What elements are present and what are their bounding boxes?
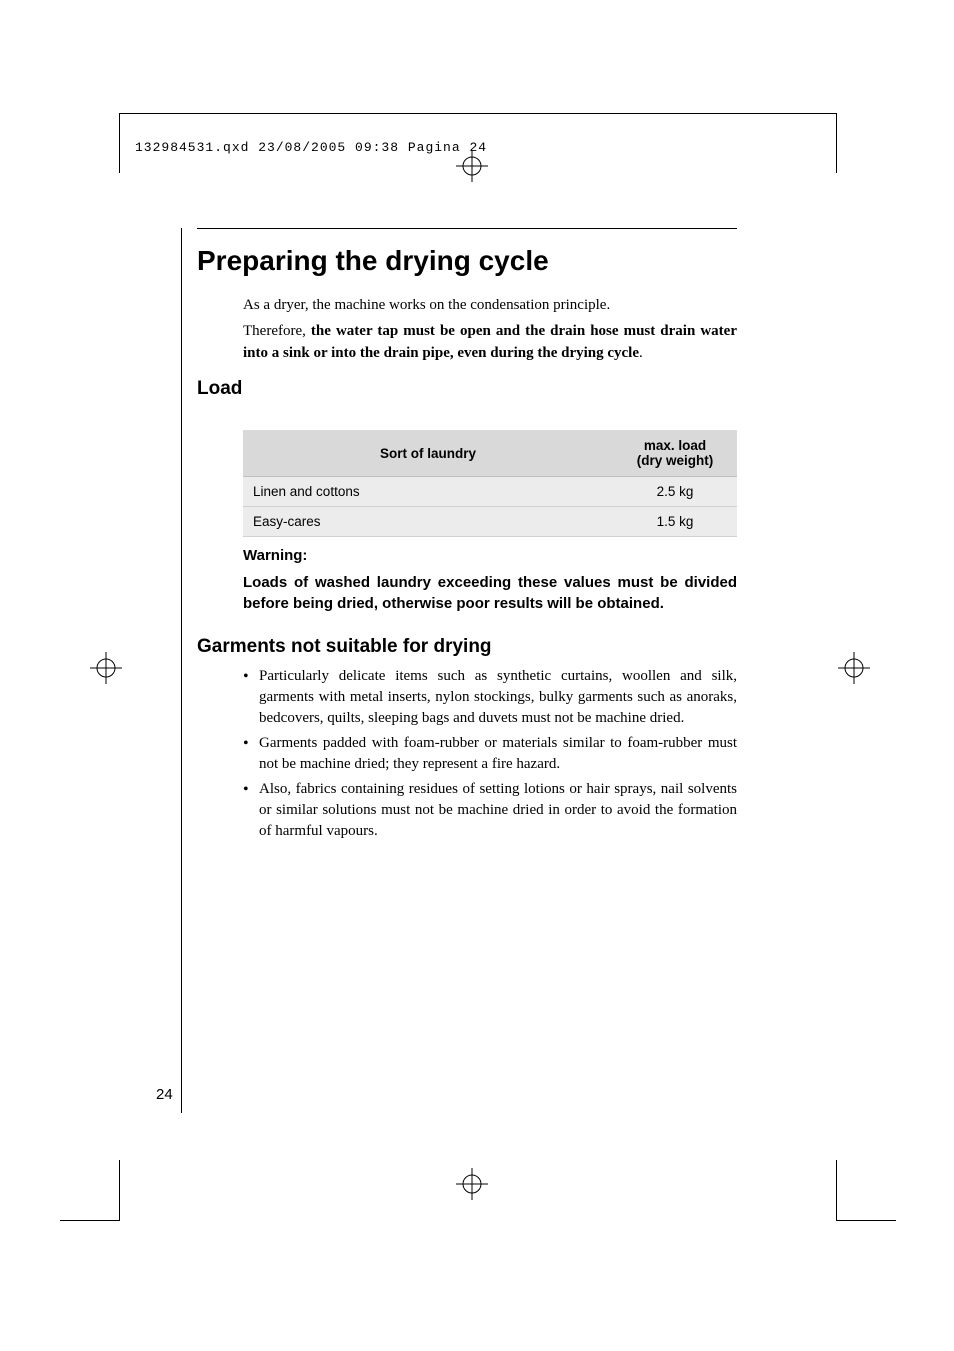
list-item: Garments padded with foam-rubber or mate… xyxy=(243,733,737,775)
table-row: Linen and cottons 2.5 kg xyxy=(243,477,737,507)
table-cell-weight: 1.5 kg xyxy=(613,507,737,537)
registration-mark-icon xyxy=(456,1168,488,1200)
page-number: 24 xyxy=(156,1086,173,1103)
intro-block: As a dryer, the machine works on the con… xyxy=(243,295,737,364)
print-slug: 132984531.qxd 23/08/2005 09:38 Pagina 24 xyxy=(135,140,487,155)
warning-label: Warning: xyxy=(243,545,737,566)
table-header-maxload: max. load(dry weight) xyxy=(613,430,737,477)
table-header-laundry: Sort of laundry xyxy=(243,430,613,477)
page-content: Preparing the drying cycle As a dryer, t… xyxy=(197,228,737,846)
table-cell-laundry: Easy-cares xyxy=(243,507,613,537)
intro-line-2: Therefore, the water tap must be open an… xyxy=(243,321,737,365)
registration-mark-icon xyxy=(838,652,870,684)
intro-line-1: As a dryer, the machine works on the con… xyxy=(243,295,737,317)
garments-list: Particularly delicate items such as synt… xyxy=(243,666,737,842)
table-cell-laundry: Linen and cottons xyxy=(243,477,613,507)
warning-text: Loads of washed laundry exceeding these … xyxy=(243,572,737,614)
list-item: Also, fabrics containing residues of set… xyxy=(243,779,737,842)
table-cell-weight: 2.5 kg xyxy=(613,477,737,507)
registration-mark-icon xyxy=(90,652,122,684)
garments-heading: Garments not suitable for drying xyxy=(197,636,737,658)
load-table: Sort of laundry max. load(dry weight) Li… xyxy=(243,430,737,537)
load-heading: Load xyxy=(197,378,737,400)
registration-mark-icon xyxy=(456,150,488,182)
list-item: Particularly delicate items such as synt… xyxy=(243,666,737,729)
table-row: Easy-cares 1.5 kg xyxy=(243,507,737,537)
warning-block: Warning: Loads of washed laundry exceedi… xyxy=(243,545,737,614)
page-title: Preparing the drying cycle xyxy=(197,245,737,277)
